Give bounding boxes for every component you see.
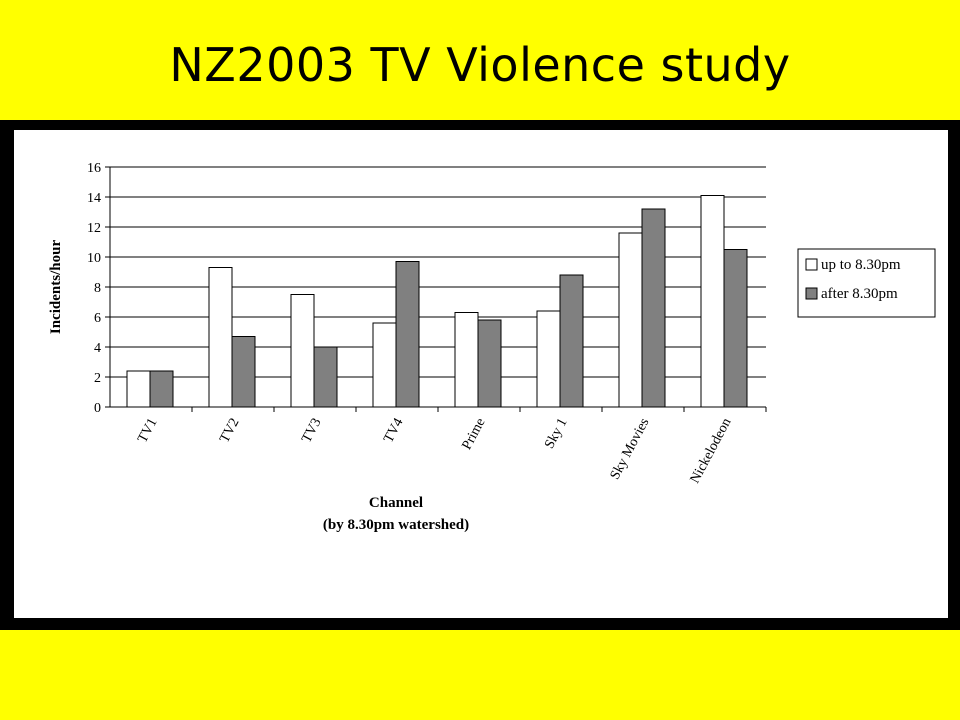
bar-after-830 <box>231 336 256 408</box>
chart-panel: 0 2 4 6 8 10 12 14 16 TV1 TV2 TV3 TV4 Prime Sky 1 Sky … <box>14 130 948 618</box>
bar-up-to-830 <box>126 370 151 408</box>
x-tick-label: TV4 <box>381 416 406 446</box>
bar-after-830 <box>559 274 584 408</box>
bar-up-to-830 <box>618 232 643 408</box>
chart-frame: 0 2 4 6 8 10 12 14 16 TV1 TV2 TV3 TV4 Prime Sky 1 Sky … <box>0 120 960 630</box>
y-tick-labels: 0 2 4 6 8 10 12 14 16 <box>87 161 101 416</box>
bar-up-to-830 <box>372 322 397 408</box>
bars <box>126 195 748 408</box>
y-tick-label: 8 <box>94 281 101 296</box>
bar-after-830 <box>395 261 420 408</box>
x-tick-labels: TV1 TV2 TV3 TV4 Prime Sky 1 Sky Movies Nickelod… <box>135 416 734 486</box>
x-tick-label: Sky 1 <box>542 416 570 452</box>
y-tick-label: 16 <box>87 161 101 176</box>
x-tick-label: Sky Movies <box>608 416 653 482</box>
legend-swatch <box>805 287 818 300</box>
x-tick-label: TV2 <box>217 416 242 446</box>
bar-after-830 <box>149 370 174 408</box>
bar-after-830 <box>723 249 748 408</box>
legend-label: after 8.30pm <box>821 286 898 302</box>
y-axis-label: Incidents/hour <box>48 240 64 335</box>
grid-lines <box>105 166 767 412</box>
bar-after-830 <box>477 319 502 408</box>
y-tick-label: 12 <box>87 221 101 236</box>
legend-swatch <box>805 258 818 271</box>
y-tick-label: 6 <box>94 311 101 326</box>
x-tick-label: Nickelodeon <box>688 416 735 486</box>
y-tick-label: 0 <box>94 401 101 416</box>
y-tick-label: 10 <box>87 251 101 266</box>
x-tick-label: TV3 <box>299 416 324 446</box>
bar-up-to-830 <box>454 312 479 408</box>
x-axis-label: Channel <box>369 495 423 511</box>
bar-up-to-830 <box>208 267 233 408</box>
bar-up-to-830 <box>290 294 315 408</box>
y-tick-label: 14 <box>87 191 101 206</box>
bar-after-830 <box>641 208 666 408</box>
legend-label: up to 8.30pm <box>821 257 901 273</box>
y-tick-label: 2 <box>94 371 101 386</box>
bar-up-to-830 <box>536 310 561 408</box>
bar-after-830 <box>313 346 338 408</box>
x-tick-label: TV1 <box>135 416 160 446</box>
slide-title: NZ2003 TV Violence study <box>169 38 791 92</box>
bar-chart: 0 2 4 6 8 10 12 14 16 TV1 TV2 TV3 TV4 Prime Sky 1 Sky … <box>48 161 936 533</box>
legend: up to 8.30pm after 8.30pm <box>797 248 936 318</box>
y-tick-label: 4 <box>94 341 101 356</box>
x-tick-label: Prime <box>460 416 489 453</box>
x-axis-sublabel: (by 8.30pm watershed) <box>323 517 469 533</box>
legend-box <box>797 248 936 318</box>
bar-up-to-830 <box>700 195 725 408</box>
